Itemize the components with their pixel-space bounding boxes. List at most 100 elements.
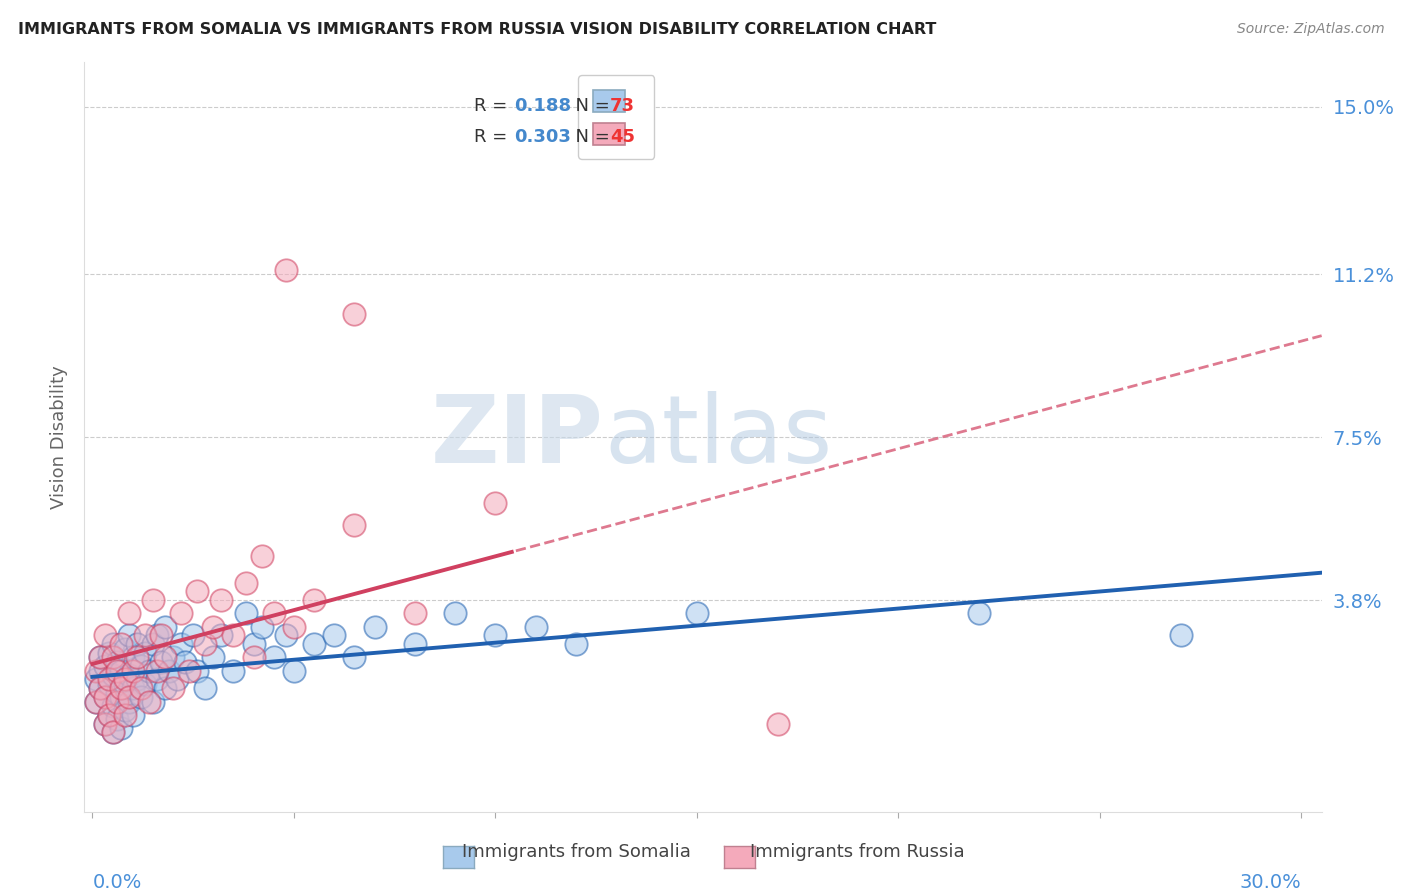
Point [93,690,115,705]
Point [149,655,172,669]
Text: 0.188: 0.188 [513,97,571,115]
Text: Immigrants from Somalia: Immigrants from Somalia [463,843,690,861]
Point [125,637,148,651]
Point [209,628,232,642]
Point [118,607,141,621]
Point [235,575,257,590]
Point [194,681,217,696]
Point [118,694,141,708]
Text: Source: ZipAtlas.com: Source: ZipAtlas.com [1237,22,1385,37]
Point [93,716,115,731]
Text: N =: N = [564,128,616,146]
Point [138,664,160,678]
Point [121,681,143,696]
Point [524,619,547,633]
Point [105,664,128,678]
Point [166,673,188,687]
Point [93,690,115,705]
Point [343,307,366,321]
Point [157,664,180,678]
Point [114,707,136,722]
Legend: , : , [578,75,654,159]
Point [181,628,204,642]
Point [142,637,165,651]
Point [110,681,132,696]
Point [153,681,176,696]
Point [125,650,148,665]
Text: atlas: atlas [605,391,832,483]
Text: 0.0%: 0.0% [93,873,142,892]
Point [250,619,273,633]
Point [89,681,111,696]
Point [235,607,257,621]
Point [134,646,156,660]
Point [97,646,120,660]
Point [121,650,143,665]
Point [274,628,297,642]
Point [86,673,108,687]
Point [186,584,208,599]
Point [242,650,264,665]
Point [967,607,990,621]
Point [142,694,165,708]
Point [101,725,124,739]
Point [242,637,264,651]
Point [302,637,325,651]
Point [97,677,120,691]
Point [118,690,141,705]
Point [153,650,176,665]
Point [565,637,588,651]
Point [86,664,108,678]
Point [149,628,172,642]
Point [138,694,160,708]
Point [118,628,141,642]
Point [222,664,245,678]
Point [105,694,128,708]
Point [101,698,124,713]
Point [114,673,136,687]
Point [444,607,467,621]
Point [97,707,120,722]
Point [121,664,143,678]
Point [101,668,124,682]
Point [274,262,297,277]
Point [222,628,245,642]
Point [343,650,366,665]
Point [134,677,156,691]
Point [170,637,193,651]
Point [101,637,124,651]
Point [93,716,115,731]
Point [146,628,169,642]
Point [114,703,136,717]
Point [89,664,111,678]
Point [89,681,111,696]
Point [283,619,305,633]
Point [484,496,506,510]
Point [105,712,128,726]
Point [209,593,232,607]
Point [146,664,169,678]
Point [766,716,789,731]
Point [129,659,152,673]
Point [363,619,385,633]
Point [105,686,128,700]
Point [686,607,709,621]
Text: ZIP: ZIP [432,391,605,483]
Point [263,650,285,665]
Point [146,673,169,687]
Text: R =: R = [474,97,513,115]
Point [323,628,346,642]
Point [97,673,120,687]
Text: Immigrants from Russia: Immigrants from Russia [751,843,965,861]
Point [101,725,124,739]
Point [186,664,208,678]
Point [86,694,108,708]
Point [86,694,108,708]
Point [93,659,115,673]
Point [263,607,285,621]
Point [125,673,148,687]
Point [118,668,141,682]
Point [162,681,184,696]
Point [97,707,120,722]
Point [484,628,506,642]
